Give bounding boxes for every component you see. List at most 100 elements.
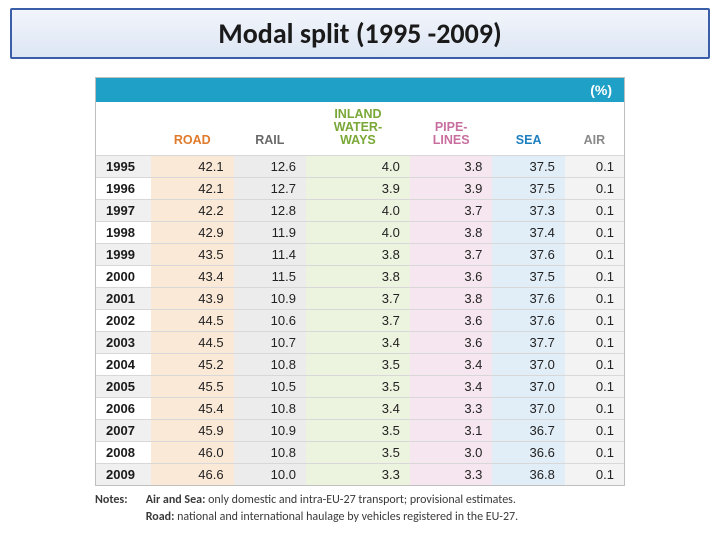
table-cell: 0.1 bbox=[565, 288, 624, 310]
table-cell: 10.0 bbox=[234, 464, 306, 486]
year-cell: 1995 bbox=[96, 156, 151, 178]
table-cell: 3.8 bbox=[306, 244, 410, 266]
table-row: 200946.610.03.33.336.80.1 bbox=[96, 464, 624, 486]
table-cell: 3.5 bbox=[306, 442, 410, 464]
table-cell: 3.4 bbox=[410, 354, 493, 376]
year-cell: 2001 bbox=[96, 288, 151, 310]
table-cell: 0.1 bbox=[565, 200, 624, 222]
table-cell: 42.9 bbox=[151, 222, 234, 244]
table-cell: 44.5 bbox=[151, 332, 234, 354]
year-cell: 2003 bbox=[96, 332, 151, 354]
col-header-road: ROAD bbox=[151, 102, 234, 156]
table-cell: 3.0 bbox=[410, 442, 493, 464]
table-cell: 10.8 bbox=[234, 398, 306, 420]
table-cell: 45.9 bbox=[151, 420, 234, 442]
year-cell: 2002 bbox=[96, 310, 151, 332]
table-cell: 37.6 bbox=[492, 288, 564, 310]
table-cell: 3.4 bbox=[306, 332, 410, 354]
year-cell: 1999 bbox=[96, 244, 151, 266]
table-row: 200846.010.83.53.036.60.1 bbox=[96, 442, 624, 464]
table-cell: 37.0 bbox=[492, 376, 564, 398]
table-row: 200545.510.53.53.437.00.1 bbox=[96, 376, 624, 398]
unit-bar: (%) bbox=[96, 78, 624, 102]
table-cell: 4.0 bbox=[306, 200, 410, 222]
year-cell: 2008 bbox=[96, 442, 151, 464]
table-cell: 0.1 bbox=[565, 222, 624, 244]
table-cell: 0.1 bbox=[565, 178, 624, 200]
table-cell: 3.1 bbox=[410, 420, 493, 442]
col-header-air: AIR bbox=[565, 102, 624, 156]
table-cell: 36.6 bbox=[492, 442, 564, 464]
table-cell: 10.9 bbox=[234, 288, 306, 310]
table-cell: 37.6 bbox=[492, 310, 564, 332]
table-cell: 3.7 bbox=[410, 200, 493, 222]
table-cell: 37.5 bbox=[492, 178, 564, 200]
table-cell: 0.1 bbox=[565, 464, 624, 486]
table-cell: 0.1 bbox=[565, 398, 624, 420]
table-notes: Notes: Air and Sea: only domestic and in… bbox=[95, 492, 625, 524]
table-cell: 3.8 bbox=[306, 266, 410, 288]
table-cell: 37.0 bbox=[492, 354, 564, 376]
note-line-1: Notes: Air and Sea: only domestic and in… bbox=[95, 492, 625, 508]
year-cell: 2000 bbox=[96, 266, 151, 288]
table-cell: 3.5 bbox=[306, 376, 410, 398]
table-cell: 45.4 bbox=[151, 398, 234, 420]
table-row: 200645.410.83.43.337.00.1 bbox=[96, 398, 624, 420]
table-cell: 3.9 bbox=[306, 178, 410, 200]
table-cell: 0.1 bbox=[565, 156, 624, 178]
table-row: 199742.212.84.03.737.30.1 bbox=[96, 200, 624, 222]
table-cell: 3.5 bbox=[306, 354, 410, 376]
table-cell: 3.8 bbox=[410, 288, 493, 310]
table-cell: 42.2 bbox=[151, 200, 234, 222]
year-cell: 2009 bbox=[96, 464, 151, 486]
table-cell: 3.7 bbox=[306, 288, 410, 310]
year-cell: 1996 bbox=[96, 178, 151, 200]
table-cell: 45.2 bbox=[151, 354, 234, 376]
table-cell: 10.5 bbox=[234, 376, 306, 398]
table-cell: 3.3 bbox=[306, 464, 410, 486]
table-body: 199542.112.64.03.837.50.1199642.112.73.9… bbox=[96, 156, 624, 486]
table-row: 199842.911.94.03.837.40.1 bbox=[96, 222, 624, 244]
data-table: ROADRAILINLANDWATER-WAYSPIPE-LINESSEAAIR… bbox=[96, 102, 624, 485]
table-cell: 0.1 bbox=[565, 310, 624, 332]
table-cell: 3.7 bbox=[410, 244, 493, 266]
unit-label: (%) bbox=[590, 82, 612, 98]
col-header-year bbox=[96, 102, 151, 156]
table-row: 199542.112.64.03.837.50.1 bbox=[96, 156, 624, 178]
table-cell: 3.6 bbox=[410, 332, 493, 354]
table-cell: 36.7 bbox=[492, 420, 564, 442]
table-row: 200143.910.93.73.837.60.1 bbox=[96, 288, 624, 310]
table-cell: 42.1 bbox=[151, 156, 234, 178]
table-cell: 4.0 bbox=[306, 222, 410, 244]
table-cell: 10.8 bbox=[234, 354, 306, 376]
table-cell: 0.1 bbox=[565, 244, 624, 266]
table-cell: 37.4 bbox=[492, 222, 564, 244]
table-cell: 3.5 bbox=[306, 420, 410, 442]
table-cell: 0.1 bbox=[565, 442, 624, 464]
table-cell: 37.6 bbox=[492, 244, 564, 266]
table-cell: 11.5 bbox=[234, 266, 306, 288]
year-cell: 2005 bbox=[96, 376, 151, 398]
table-cell: 0.1 bbox=[565, 420, 624, 442]
table-cell: 42.1 bbox=[151, 178, 234, 200]
year-cell: 2007 bbox=[96, 420, 151, 442]
year-cell: 2006 bbox=[96, 398, 151, 420]
table-cell: 36.8 bbox=[492, 464, 564, 486]
table-cell: 3.7 bbox=[306, 310, 410, 332]
table-cell: 11.4 bbox=[234, 244, 306, 266]
table-cell: 37.0 bbox=[492, 398, 564, 420]
table-row: 199642.112.73.93.937.50.1 bbox=[96, 178, 624, 200]
table-cell: 3.4 bbox=[306, 398, 410, 420]
table-cell: 12.6 bbox=[234, 156, 306, 178]
title-bar: Modal split (1995 -2009) bbox=[10, 8, 710, 59]
page-title: Modal split (1995 -2009) bbox=[218, 16, 501, 51]
table-cell: 10.6 bbox=[234, 310, 306, 332]
table-cell: 10.8 bbox=[234, 442, 306, 464]
table-cell: 37.5 bbox=[492, 156, 564, 178]
notes-label: Notes: bbox=[95, 492, 143, 508]
year-cell: 1998 bbox=[96, 222, 151, 244]
table-cell: 37.5 bbox=[492, 266, 564, 288]
table-cell: 3.3 bbox=[410, 398, 493, 420]
table-cell: 11.9 bbox=[234, 222, 306, 244]
table-cell: 43.9 bbox=[151, 288, 234, 310]
